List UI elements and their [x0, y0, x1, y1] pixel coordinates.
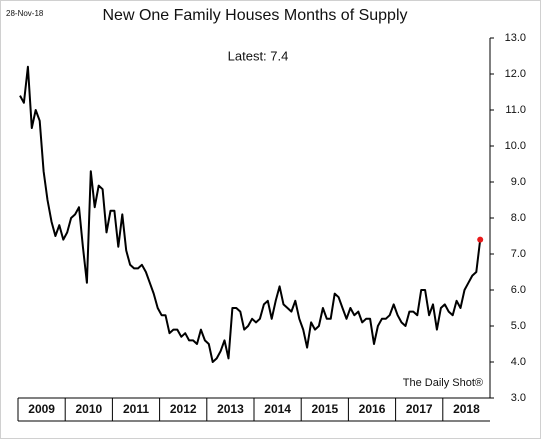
- x-tick-label: 2016: [359, 402, 386, 416]
- y-tick-label: 9.0: [511, 176, 526, 188]
- source: The Daily Shot®: [403, 377, 483, 389]
- y-tick-label: 11.0: [505, 104, 526, 116]
- chart-title: New One Family Houses Months of Supply: [102, 7, 407, 24]
- y-tick-label: 6.0: [511, 284, 526, 296]
- y-tick-label: 13.0: [505, 32, 526, 44]
- x-tick-label: 2018: [453, 402, 480, 416]
- date: 28-Nov-18: [6, 9, 44, 18]
- y-tick-label: 10.0: [505, 140, 526, 152]
- x-tick-label: 2017: [406, 402, 433, 416]
- y-tick-label: 3.0: [511, 392, 526, 404]
- x-tick-label: 2011: [123, 402, 149, 416]
- x-tick-label: 2010: [75, 402, 102, 416]
- annotation: Latest: 7.4: [228, 48, 289, 63]
- y-tick-label: 4.0: [511, 356, 526, 368]
- y-tick-label: 7.0: [511, 248, 526, 260]
- x-tick-label: 2015: [311, 402, 338, 416]
- y-tick-label: 12.0: [505, 68, 526, 80]
- y-tick-label: 5.0: [511, 320, 526, 332]
- line: [19, 65, 482, 363]
- x-tick-label: 2014: [264, 402, 291, 416]
- y-tick-label: 8.0: [511, 212, 526, 224]
- x-tick-label: 2009: [28, 402, 55, 416]
- x-tick-label: 2013: [217, 402, 244, 416]
- x-tick-label: 2012: [170, 402, 197, 416]
- latest-point: [477, 236, 484, 243]
